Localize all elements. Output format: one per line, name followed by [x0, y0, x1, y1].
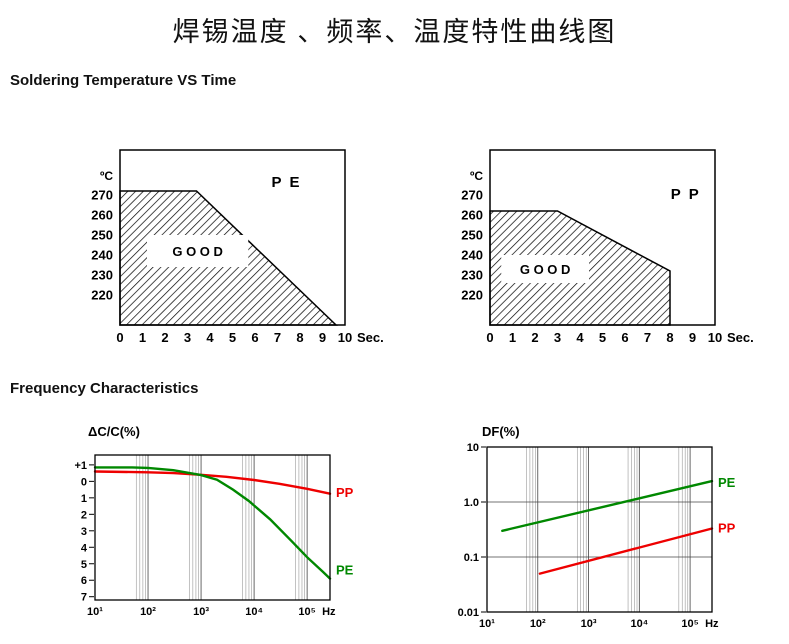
chart-freq-dcc: +1 0 1 2 3 4 5 6 7 10¹ 10² 10³ 10⁴ 10⁵ Hz PP PE ΔC/C(%) — [50, 418, 395, 640]
y-tick-label: 4 — [81, 542, 88, 554]
plot-border — [119, 149, 346, 326]
x-tick-label: 3 — [554, 330, 561, 345]
y-axis-unit: ºC — [470, 169, 483, 183]
x-tick-label: 1 — [509, 330, 516, 345]
y-tick-label: 0 — [81, 476, 87, 488]
axis-label: ΔC/C(%) — [88, 424, 140, 439]
y-tick-label: 240 — [91, 248, 113, 263]
x-tick-label: 10³ — [193, 606, 209, 618]
x-tick-label: 5 — [229, 330, 236, 345]
x-tick-label: 10⁴ — [245, 606, 263, 618]
series-line-PP — [93, 470, 332, 495]
y-tick-label: 230 — [91, 268, 113, 283]
y-tick-label: 260 — [461, 208, 483, 223]
series-label-PP: PP — [336, 485, 354, 500]
plot-border — [486, 446, 713, 613]
x-axis-unit: Hz — [322, 606, 336, 618]
x-tick-label: 5 — [599, 330, 606, 345]
chart-freq-df: 10 1.0 0.1 0.01 10¹ 10² 10³ 10⁴ 10⁵ Hz PE PP DF(%) — [440, 418, 770, 640]
series-label-PE: PE — [718, 475, 736, 490]
plot-border — [489, 149, 716, 326]
x-axis-unit: Sec. — [727, 330, 754, 345]
section-soldering-heading: Soldering Temperature VS Time — [10, 72, 237, 89]
y-tick-label: 0.1 — [464, 552, 479, 564]
y-tick-label: 250 — [91, 228, 113, 243]
x-tick-label: 2 — [161, 330, 168, 345]
x-tick-label: 10³ — [581, 618, 597, 630]
x-tick-label: 0 — [486, 330, 493, 345]
y-tick-label: 5 — [81, 559, 87, 571]
x-tick-label: 0 — [116, 330, 123, 345]
x-tick-label: 10⁵ — [298, 606, 315, 618]
x-tick-label: 8 — [296, 330, 303, 345]
y-tick-label: 270 — [91, 188, 113, 203]
x-tick-label: 9 — [319, 330, 326, 345]
solder-pp-canvas: G O O D ºC 270 260 250 240 230 220 0 1 2 3 4 5 6 7 8 9 10 S… — [461, 149, 754, 345]
x-tick-label: 10 — [338, 330, 352, 345]
x-axis-unit: Sec. — [357, 330, 384, 345]
good-box — [147, 235, 249, 267]
y-axis-unit: ºC — [100, 169, 113, 183]
series-line-PE — [93, 466, 332, 580]
y-tick-label: 240 — [461, 248, 483, 263]
series-label-PE: PE — [336, 562, 354, 577]
material-label: P E — [272, 174, 302, 191]
y-tick-label: 0.01 — [458, 607, 479, 619]
y-tick-label: 250 — [461, 228, 483, 243]
good-label: G O O D — [520, 262, 571, 277]
y-tick-label: 3 — [81, 526, 87, 538]
x-tick-label: 4 — [576, 330, 584, 345]
x-tick-label: 10⁴ — [630, 618, 648, 630]
y-tick-label: 7 — [81, 592, 87, 604]
solder-pe-canvas: G O O D ºC 270 260 250 240 230 220 0 1 2 3 4 5 6 7 8 9 10 S… — [91, 149, 384, 345]
x-tick-label: 9 — [689, 330, 696, 345]
x-axis-unit: Hz — [705, 618, 719, 630]
x-tick-label: 10² — [530, 618, 546, 630]
good-box — [501, 255, 589, 283]
x-tick-label: 4 — [206, 330, 214, 345]
axis-label: DF(%) — [482, 424, 520, 439]
y-tick-label: 220 — [91, 288, 113, 303]
chart-solder-pe: G O O D ºC 270 260 250 240 230 220 0 1 2 3 4 5 6 7 8 9 10 S… — [55, 108, 400, 356]
y-tick-label: 1 — [81, 493, 87, 505]
material-label: P P — [671, 186, 701, 203]
y-tick-label: 230 — [461, 268, 483, 283]
section-frequency-heading: Frequency Characteristics — [10, 380, 199, 397]
x-tick-label: 10¹ — [87, 606, 103, 618]
y-tick-label: 2 — [81, 509, 87, 521]
x-tick-label: 3 — [184, 330, 191, 345]
x-tick-label: 2 — [531, 330, 538, 345]
x-tick-label: 1 — [139, 330, 146, 345]
series-line-PP — [538, 527, 714, 575]
page-title: 焊锡温度 、频率、温度特性曲线图 — [172, 17, 617, 47]
x-tick-label: 6 — [251, 330, 258, 345]
y-tick-label: +1 — [74, 460, 87, 472]
x-tick-label: 8 — [666, 330, 673, 345]
chart-solder-pp: G O O D ºC 270 260 250 240 230 220 0 1 2 3 4 5 6 7 8 9 10 S… — [425, 108, 770, 356]
x-tick-label: 10² — [140, 606, 156, 618]
y-tick-label: 270 — [461, 188, 483, 203]
good-label: G O O D — [172, 244, 223, 259]
x-tick-label: 7 — [274, 330, 281, 345]
series-label-PP: PP — [718, 520, 736, 535]
plot-border — [94, 454, 331, 601]
y-tick-label: 6 — [81, 575, 87, 587]
y-tick-label: 220 — [461, 288, 483, 303]
x-tick-label: 10¹ — [479, 618, 495, 630]
y-tick-label: 1.0 — [464, 497, 479, 509]
y-tick-label: 260 — [91, 208, 113, 223]
series-line-PE — [501, 479, 714, 533]
x-tick-label: 7 — [644, 330, 651, 345]
x-tick-label: 10 — [708, 330, 722, 345]
x-tick-label: 6 — [621, 330, 628, 345]
y-tick-label: 10 — [467, 442, 479, 454]
x-tick-label: 10⁵ — [681, 618, 698, 630]
